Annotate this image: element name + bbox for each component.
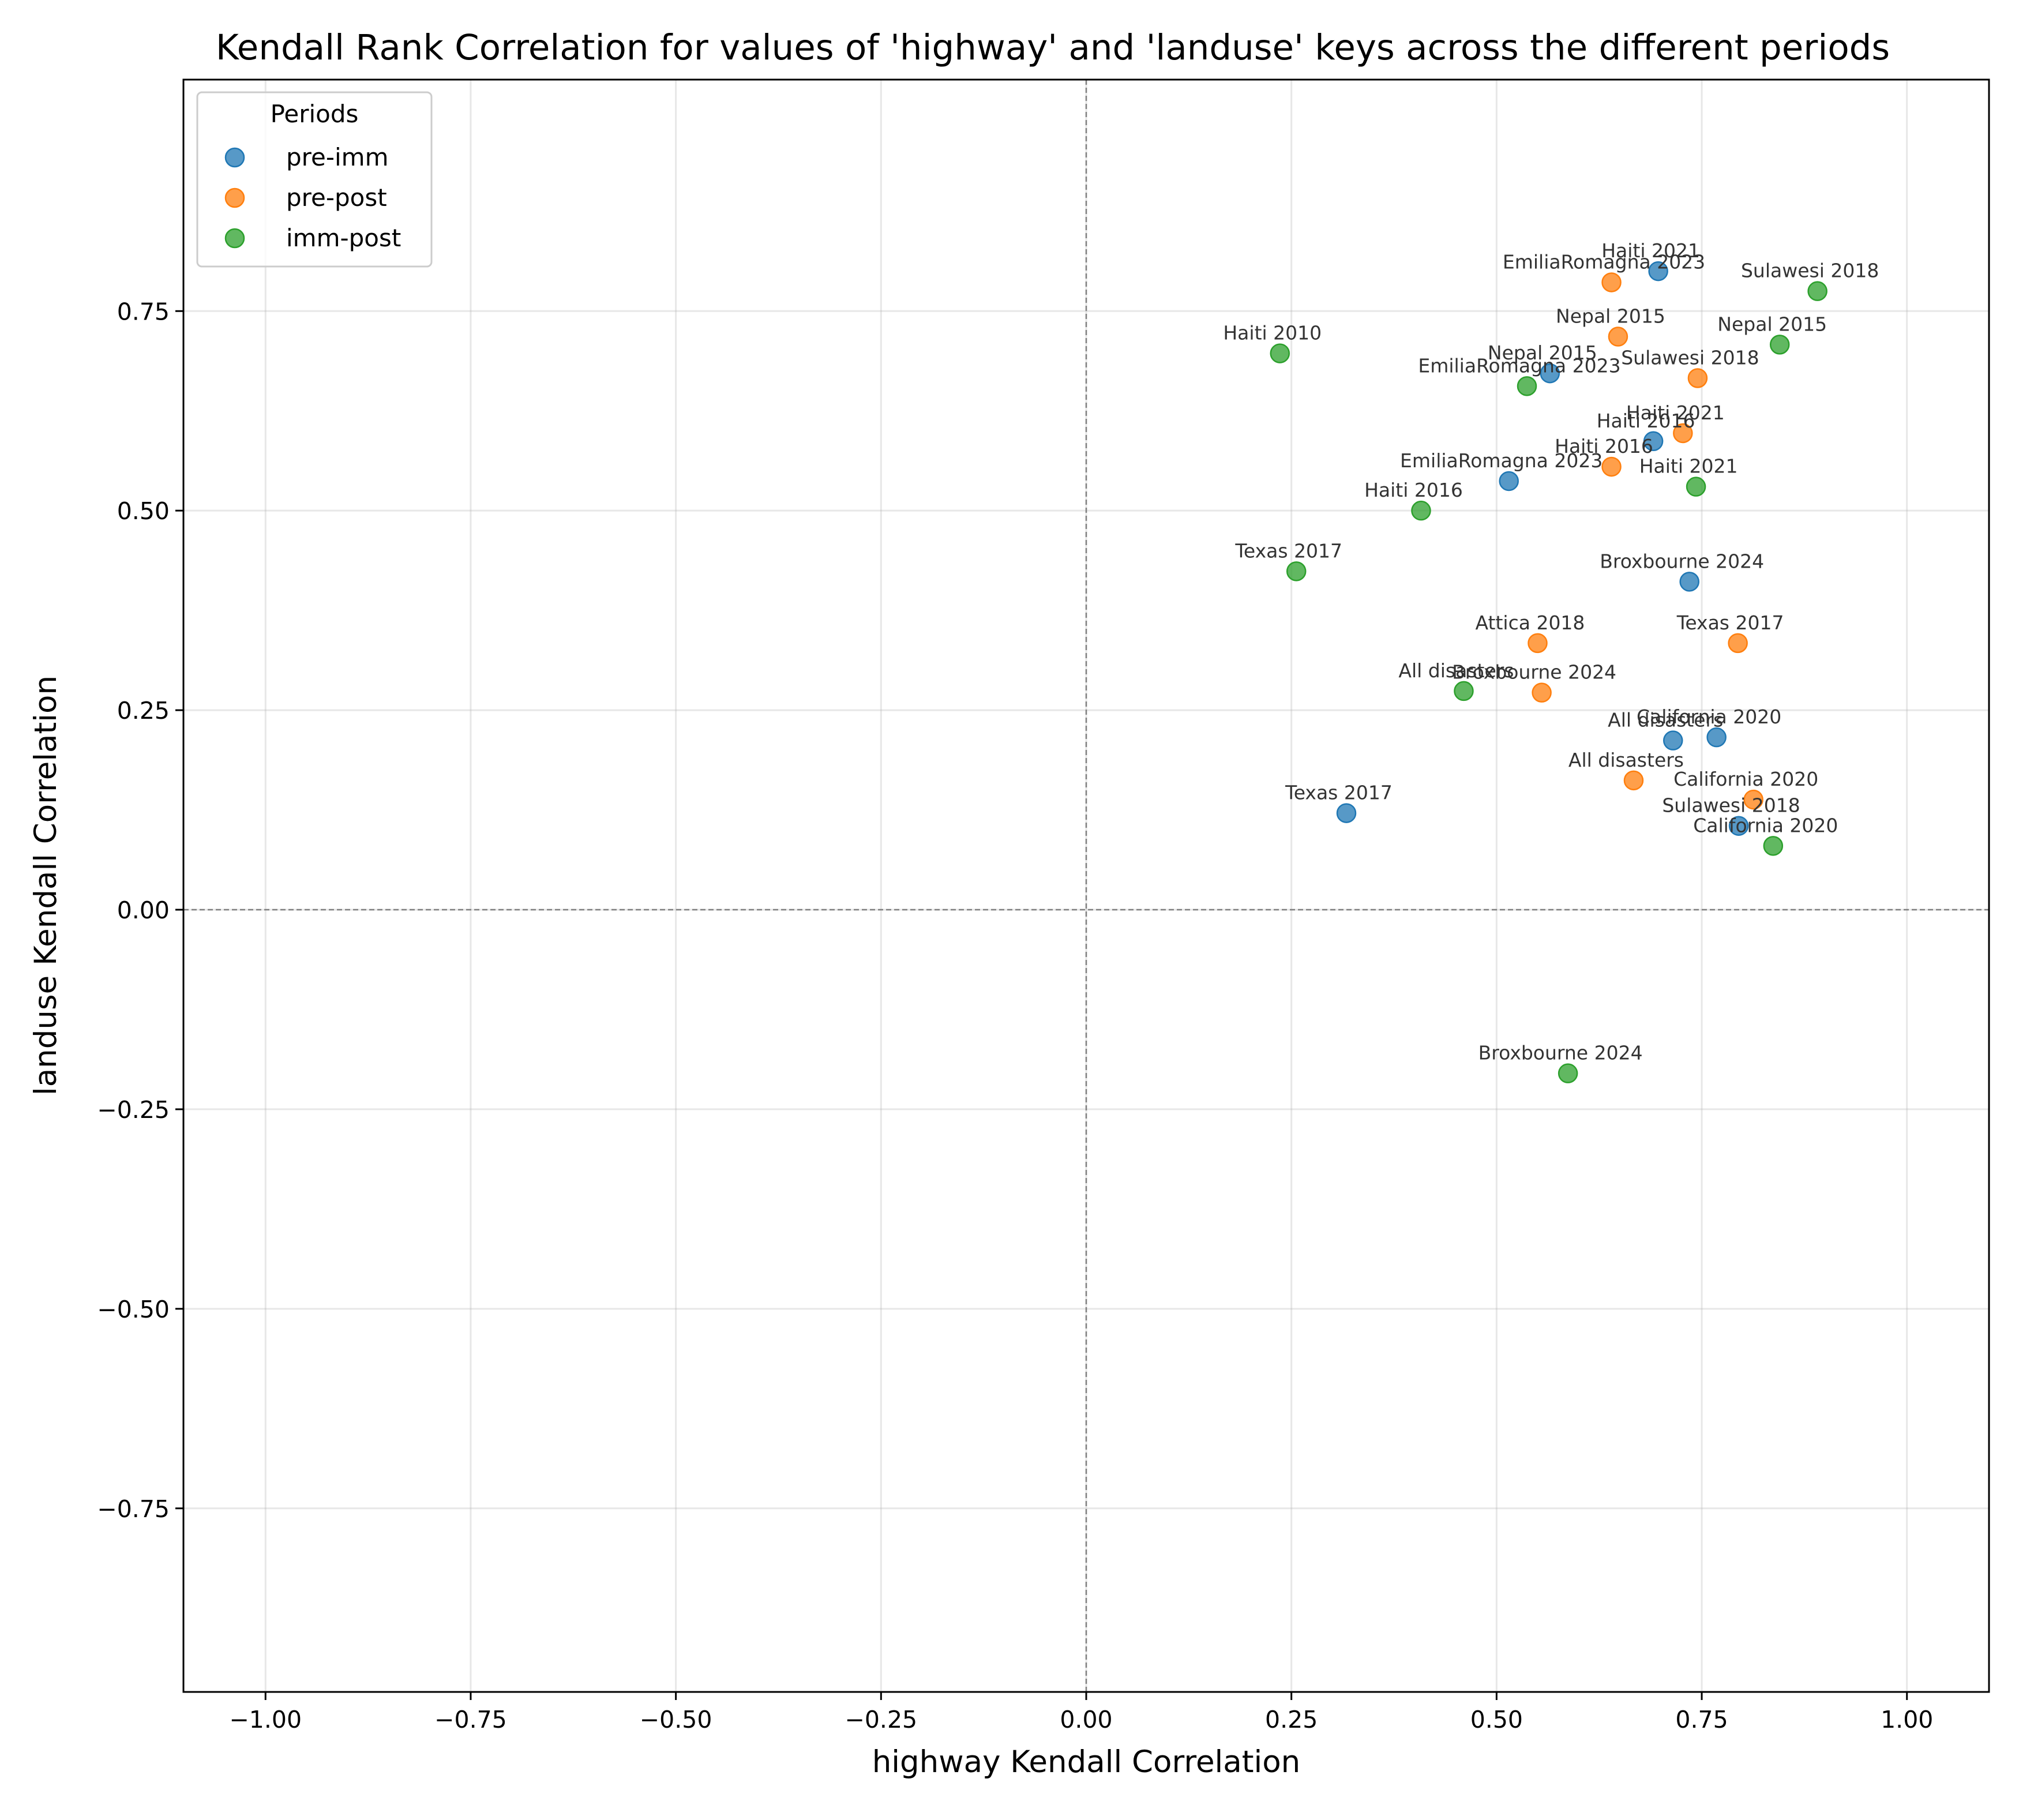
point-label: Broxbourne 2024 — [1452, 661, 1616, 684]
plot-frame — [182, 78, 1990, 1693]
point-pre-imm-emiliaromagna-2023 — [1499, 471, 1519, 491]
point-label: Haiti 2021 — [1626, 401, 1725, 424]
point-imm-post-california-2020 — [1763, 836, 1784, 856]
legend-marker-pre-imm — [224, 147, 245, 168]
x-tick-label: 0.25 — [1265, 1706, 1318, 1733]
point-pre-post-texas-2017 — [1728, 633, 1748, 654]
legend-title: Periods — [271, 100, 359, 128]
point-imm-post-all-disasters — [1454, 681, 1474, 701]
point-label: California 2020 — [1637, 706, 1781, 728]
y-tick-label: −0.25 — [97, 1096, 170, 1124]
point-pre-post-attica-2018 — [1528, 633, 1548, 654]
y-tick-label: 0.50 — [117, 497, 170, 525]
point-label: California 2020 — [1673, 768, 1818, 790]
legend: Periods pre-imm pre-post imm-post — [196, 91, 433, 268]
point-label: Haiti 2016 — [1364, 479, 1463, 501]
chart-title: Kendall Rank Correlation for values of '… — [216, 27, 1890, 68]
legend-items: pre-imm pre-post imm-post — [224, 143, 401, 252]
point-imm-post-broxbourne-2024 — [1558, 1063, 1578, 1083]
legend-label-imm-post: imm-post — [286, 224, 401, 252]
point-label: All disasters — [1398, 659, 1514, 682]
point-pre-imm-all-disasters — [1663, 730, 1683, 750]
point-pre-post-broxbourne-2024 — [1532, 682, 1552, 703]
y-tick-label: 0.75 — [117, 298, 170, 325]
point-label: Texas 2017 — [1676, 611, 1784, 634]
data-points — [1270, 261, 1827, 1083]
point-label: Texas 2017 — [1234, 539, 1342, 562]
point-pre-post-haiti-2021 — [1673, 423, 1693, 444]
x-tick-label: −1.00 — [229, 1706, 302, 1733]
y-tick-label: −0.75 — [97, 1495, 170, 1523]
series-imm-post — [1270, 281, 1827, 1083]
point-label: Broxbourne 2024 — [1478, 1042, 1643, 1064]
legend-label-pre-imm: pre-imm — [286, 143, 389, 171]
point-imm-post-nepal-2015 — [1769, 335, 1790, 355]
x-axis-label: highway Kendall Correlation — [872, 1744, 1301, 1780]
series-pre-post — [1528, 272, 1763, 810]
point-label: All disasters — [1608, 709, 1723, 731]
point-label: EmiliaRomagna 2023 — [1400, 449, 1603, 472]
point-label: Haiti 2021 — [1639, 455, 1738, 478]
point-pre-imm-haiti-2016 — [1643, 431, 1664, 452]
point-imm-post-haiti-2010 — [1270, 343, 1290, 363]
point-label: Haiti 2016 — [1555, 435, 1653, 457]
y-tick-label: −0.50 — [97, 1296, 170, 1323]
x-tick-label: −0.75 — [434, 1706, 507, 1733]
point-pre-post-haiti-2016 — [1601, 456, 1622, 477]
point-label: Texas 2017 — [1285, 782, 1393, 804]
point-imm-post-haiti-2021 — [1686, 476, 1706, 497]
point-imm-post-texas-2017 — [1286, 561, 1307, 581]
x-tick-label: 0.50 — [1470, 1706, 1523, 1733]
point-label: Haiti 2016 — [1597, 410, 1695, 432]
point-label: Nepal 2015 — [1556, 305, 1665, 328]
point-pre-imm-texas-2017 — [1336, 803, 1357, 823]
legend-marker-pre-post — [224, 187, 245, 208]
x-tick-label: 0.00 — [1060, 1706, 1112, 1733]
x-tick-label: 1.00 — [1881, 1706, 1933, 1733]
x-tick-label: −0.50 — [640, 1706, 712, 1733]
point-pre-imm-california-2020 — [1706, 727, 1727, 748]
series-pre-imm — [1336, 261, 1749, 836]
point-label: California 2020 — [1693, 814, 1838, 836]
point-label: Nepal 2015 — [1717, 313, 1827, 335]
point-imm-post-emiliaromagna-2023 — [1517, 376, 1537, 396]
point-pre-imm-broxbourne-2024 — [1679, 572, 1699, 592]
point-label: Haiti 2021 — [1601, 239, 1700, 262]
reference-lines — [183, 80, 1989, 1692]
point-label: Haiti 2010 — [1223, 322, 1322, 344]
point-pre-post-nepal-2015 — [1608, 327, 1628, 347]
point-pre-post-emiliaromagna-2023 — [1601, 272, 1622, 292]
point-imm-post-haiti-2016 — [1411, 500, 1431, 521]
point-label: Sulawesi 2018 — [1662, 794, 1800, 817]
point-pre-post-all-disasters — [1623, 770, 1644, 791]
y-tick-label: 0.00 — [117, 896, 170, 924]
point-label: Broxbourne 2024 — [1600, 550, 1764, 572]
point-pre-imm-sulawesi-2018 — [1728, 816, 1749, 836]
point-pre-imm-nepal-2015 — [1540, 363, 1560, 384]
x-tick-label: 0.75 — [1675, 1706, 1728, 1733]
legend-marker-imm-post — [224, 228, 245, 249]
point-label: Attica 2018 — [1476, 611, 1585, 634]
point-pre-post-california-2020 — [1743, 789, 1763, 810]
point-label: EmiliaRomagna 2023 — [1418, 354, 1620, 377]
legend-box — [196, 91, 433, 268]
point-pre-imm-haiti-2021 — [1648, 261, 1668, 282]
point-label: Sulawesi 2018 — [1741, 260, 1879, 282]
point-pre-post-sulawesi-2018 — [1687, 368, 1708, 388]
y-tick-label: 0.25 — [117, 697, 170, 725]
legend-label-pre-post: pre-post — [286, 183, 387, 212]
point-imm-post-sulawesi-2018 — [1807, 281, 1827, 301]
x-tick-label: −0.25 — [845, 1706, 917, 1733]
axis-ticks: −1.00 −0.75 −0.50 −0.25 0.00 0.25 0.50 0.75 1.00… — [97, 298, 1933, 1733]
point-label: Sulawesi 2018 — [1621, 346, 1759, 369]
point-label: All disasters — [1568, 749, 1684, 771]
y-axis-label: landuse Kendall Correlation — [28, 676, 63, 1095]
point-label: Nepal 2015 — [1488, 342, 1597, 364]
point-label: EmiliaRomagna 2023 — [1503, 250, 1705, 273]
